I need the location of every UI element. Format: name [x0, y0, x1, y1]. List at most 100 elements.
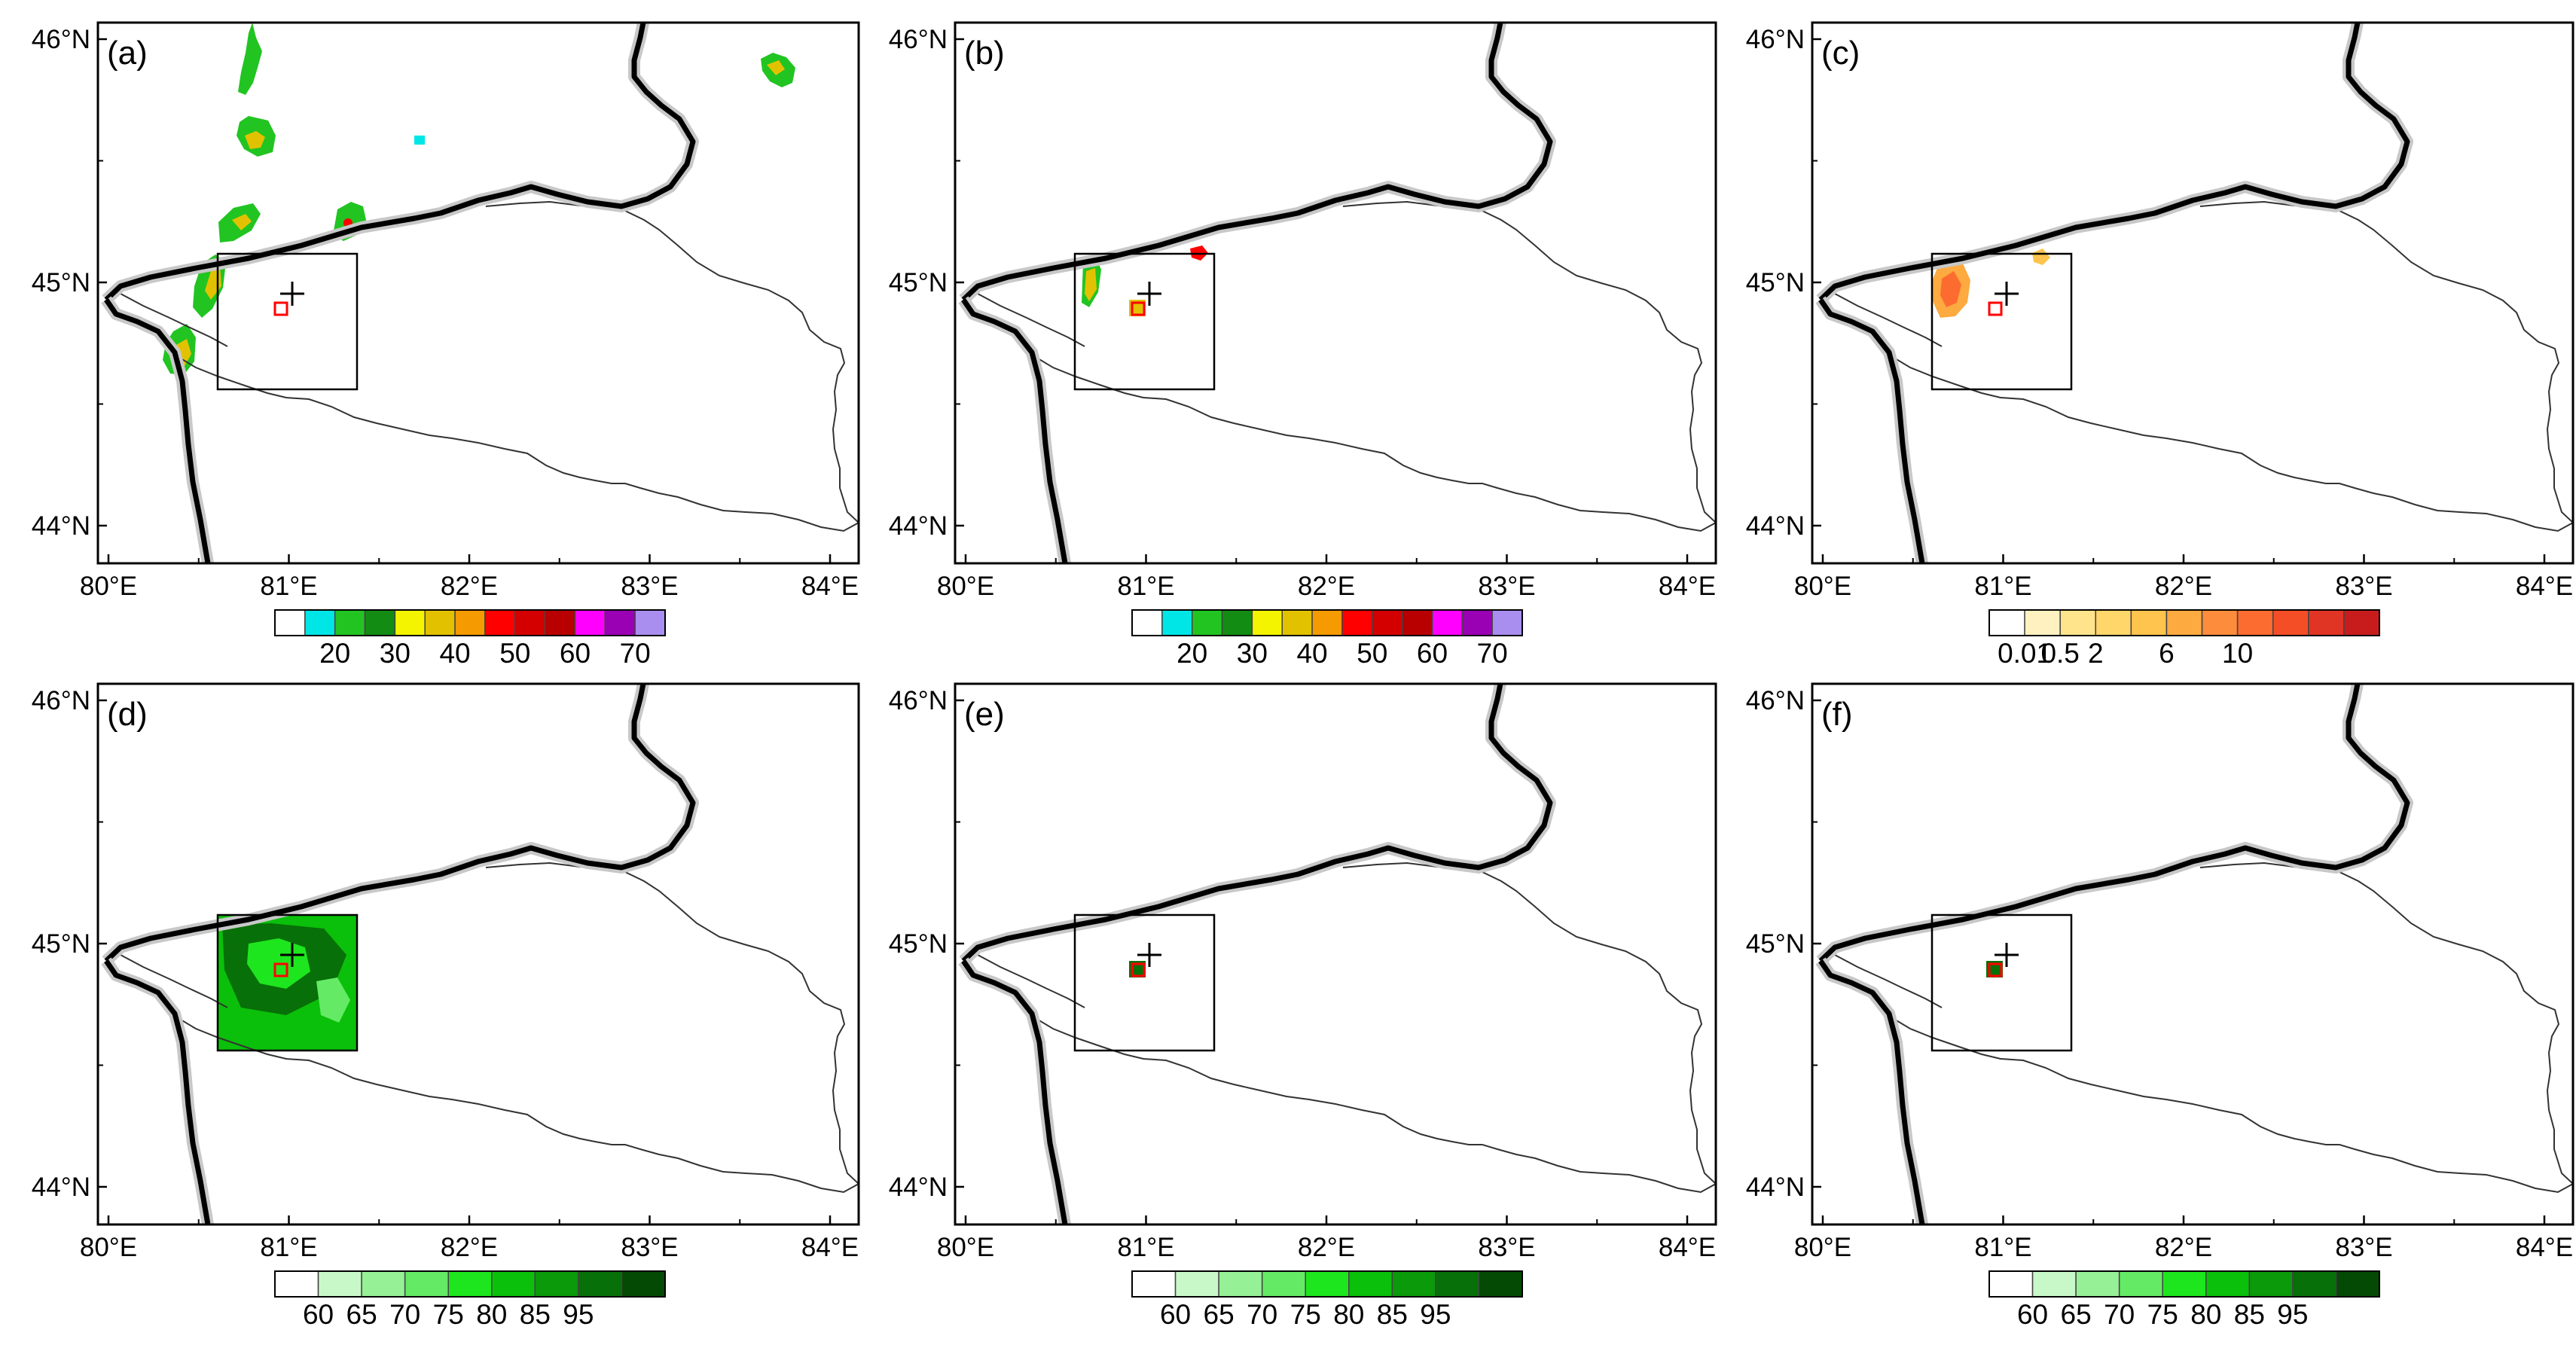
- lon-tick-label: 80°E: [80, 1233, 137, 1262]
- border-line: [104, 298, 211, 564]
- colorbar-swatch: [2095, 609, 2132, 636]
- colorbar-label: 60: [1160, 1299, 1191, 1330]
- lon-tick-label: 82°E: [1298, 1233, 1355, 1262]
- colorbar-label: 40: [439, 638, 470, 669]
- colorbar-swatch: [424, 609, 456, 636]
- colorbar-label: 0.5: [2040, 638, 2079, 669]
- lat-tick-label: 45°N: [32, 268, 90, 297]
- colorbar-swatch: [2075, 1270, 2120, 1298]
- colorbar-swatch: [2130, 609, 2168, 636]
- colorbar-frame: [1988, 1270, 2380, 1298]
- colorbar-swatch: [2308, 609, 2345, 636]
- domain-box: [1930, 913, 2073, 1052]
- domain-box: [1073, 252, 1216, 391]
- lon-tick-label: 82°E: [1298, 572, 1355, 601]
- colorbar-swatch: [1401, 609, 1433, 636]
- lon-tick-label: 81°E: [1117, 572, 1174, 601]
- panel-label: (e): [964, 696, 1005, 733]
- lon-tick-label: 83°E: [621, 572, 678, 601]
- colorbar-precip: 0.010.5 2 6 10: [1988, 609, 2380, 669]
- border-line: [961, 298, 1068, 564]
- colorbar-swatch: [2201, 609, 2239, 636]
- lon-tick-label: 80°E: [80, 572, 137, 601]
- colorbar-swatch: [2205, 1270, 2251, 1298]
- map-background: [1812, 684, 2573, 1224]
- station-marker: [1131, 962, 1146, 977]
- border-line: [961, 22, 1553, 302]
- panel-label: (b): [964, 35, 1005, 72]
- domain-box: [1930, 252, 2073, 391]
- lon-tick-label: 80°E: [937, 572, 994, 601]
- colorbar-label: 70: [620, 638, 651, 669]
- colorbar-label: 95: [1420, 1299, 1451, 1330]
- lon-tick-label: 81°E: [260, 1233, 317, 1262]
- colorbar-swatch: [454, 609, 486, 636]
- map-frame: [954, 682, 1717, 1226]
- map-background: [98, 23, 859, 563]
- colorbar-swatch: [621, 1270, 666, 1298]
- reflectivity-core: [232, 214, 252, 230]
- reflectivity-core: [767, 60, 785, 75]
- colorbar-frame: [1131, 609, 1523, 636]
- lon-tick-label: 82°E: [2155, 1233, 2212, 1262]
- lon-tick-label: 84°E: [2516, 572, 2573, 601]
- colorbar-swatch: [2024, 609, 2061, 636]
- colorbar-swatch: [2118, 1270, 2163, 1298]
- lat-tick-label: 45°N: [1746, 929, 1805, 959]
- region-boundary: [977, 293, 1085, 347]
- colorbar-label: 30: [380, 638, 411, 669]
- reflectivity-core: [1085, 268, 1097, 301]
- lon-tick-label: 81°E: [1974, 572, 2031, 601]
- lon-tick-label: 83°E: [2335, 572, 2392, 601]
- lat-tick-label: 46°N: [889, 25, 948, 54]
- lat-tick-label: 44°N: [1746, 511, 1805, 541]
- colorbar-swatch: [394, 609, 426, 636]
- colorbar-swatch: [1261, 1270, 1306, 1298]
- lon-tick-label: 80°E: [1794, 1233, 1851, 1262]
- colorbar-label: 50: [499, 638, 530, 669]
- lat-tick-label: 44°N: [889, 511, 948, 541]
- lat-tick-label: 45°N: [889, 268, 948, 297]
- colorbar-swatch: [2162, 1270, 2207, 1298]
- colorbar-swatch: [274, 609, 306, 636]
- colorbar-label: 0.01: [1998, 638, 2052, 669]
- lon-tick-label: 82°E: [441, 1233, 498, 1262]
- domain-box: [216, 252, 359, 391]
- reflectivity-core: [245, 131, 265, 149]
- colorbar-swatch: [491, 1270, 536, 1298]
- station-marker: [1131, 301, 1146, 316]
- lon-tick-label: 83°E: [2335, 1233, 2392, 1262]
- colorbar-swatch: [2292, 1270, 2337, 1298]
- colorbar-swatch: [2236, 609, 2274, 636]
- reflectivity-area: [414, 136, 425, 145]
- region-boundary: [1031, 200, 1717, 532]
- colorbar-swatch: [514, 609, 546, 636]
- colorbar-swatch: [1311, 609, 1343, 636]
- lat-tick-label: 44°N: [1746, 1173, 1805, 1202]
- map-frame: [1811, 682, 2574, 1226]
- lon-tick-label: 80°E: [937, 1233, 994, 1262]
- colorbar-label: 95: [2277, 1299, 2308, 1330]
- colorbar-swatch: [1478, 1270, 1523, 1298]
- lon-tick-label: 84°E: [1659, 572, 1716, 601]
- colorbar-swatch: [2272, 609, 2309, 636]
- colorbar-label: 65: [2061, 1299, 2092, 1330]
- border-line: [1818, 959, 1925, 1225]
- map-panel-e: 46°N 45°N 44°N 80°E 81°E 82°E 83°E 84°E (e) 60 65 7…: [889, 682, 1717, 1330]
- colorbar-swatch: [1281, 609, 1313, 636]
- colorbar-label: 20: [1177, 638, 1207, 669]
- colorbar-swatch: [634, 609, 666, 636]
- humidity-field: [316, 977, 350, 1023]
- lat-tick-label: 46°N: [32, 686, 90, 715]
- colorbar-swatch: [604, 609, 636, 636]
- colorbar-swatch: [334, 609, 366, 636]
- colorbar-swatch: [361, 1270, 406, 1298]
- colorbar-label: 70: [1477, 638, 1508, 669]
- colorbar-swatch: [2248, 1270, 2294, 1298]
- border-line: [1818, 683, 2410, 963]
- colorbar-swatch: [1161, 609, 1193, 636]
- colorbar-label: 65: [346, 1299, 377, 1330]
- border-line: [961, 959, 1068, 1225]
- colorbar-swatch: [1391, 1270, 1436, 1298]
- colorbar-swatch: [404, 1270, 449, 1298]
